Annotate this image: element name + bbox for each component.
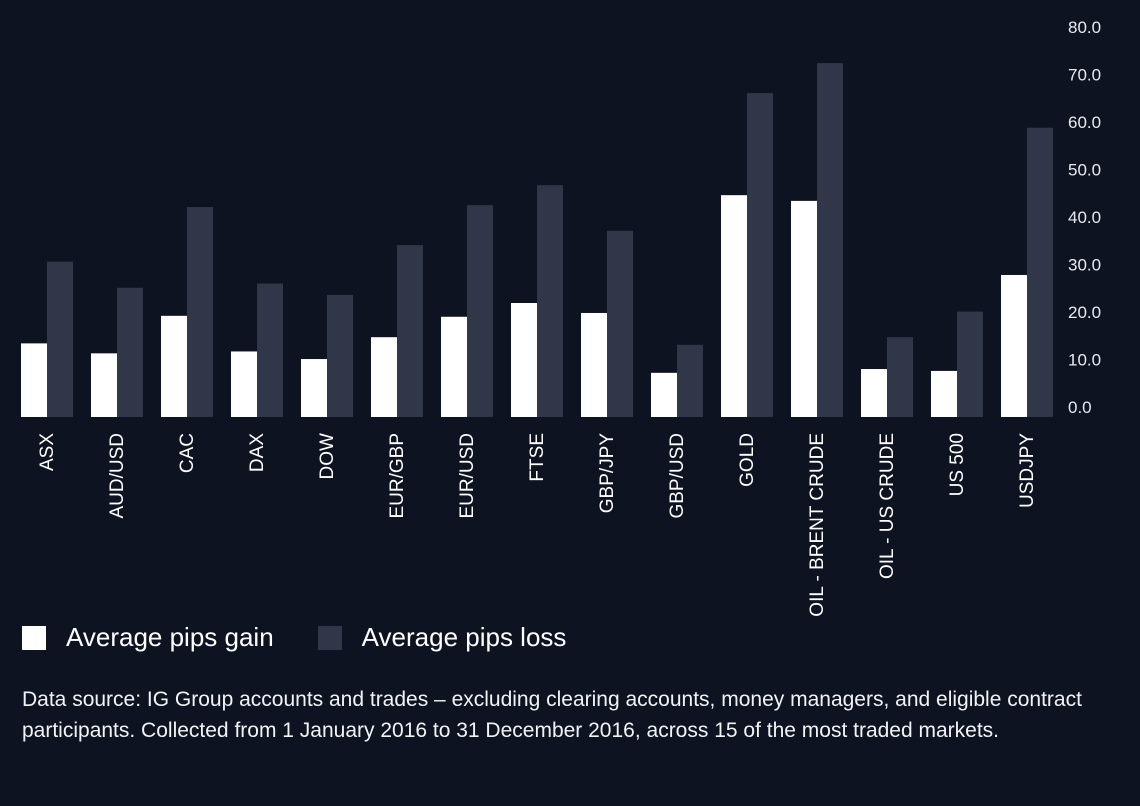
y-tick-label: 20.0 <box>1068 303 1101 322</box>
bar-loss-gbp-jpy <box>607 230 633 417</box>
bar-loss-aud-usd <box>117 287 143 417</box>
x-tick-label: CAC <box>177 433 198 473</box>
bar-chart: 0.0 10.0 20.0 30.0 40.0 50.0 60.0 70.0 80.0 ASX AU… <box>21 18 1101 617</box>
bar-loss-usdjpy <box>1027 127 1053 417</box>
bar-loss-us-500 <box>957 311 983 417</box>
x-tick-label: AUD/USD <box>107 433 128 519</box>
bar-gain-ftse <box>511 303 537 417</box>
y-tick-label: 30.0 <box>1068 256 1101 275</box>
bar-gain-gold <box>721 195 747 417</box>
bar-loss-asx <box>47 261 73 417</box>
legend: Average pips gain Average pips loss <box>22 622 610 653</box>
x-tick-label: EUR/USD <box>457 433 478 519</box>
x-tick-label: USDJPY <box>1017 433 1038 508</box>
x-tick-label: EUR/GBP <box>387 433 408 519</box>
x-tick-label: FTSE <box>527 433 548 482</box>
bar-loss-oil-brent-crude <box>817 63 843 417</box>
x-tick-label: GBP/JPY <box>597 433 618 514</box>
bar-loss-cac <box>187 207 213 417</box>
bar-gain-gbp-jpy <box>581 312 607 417</box>
bar-gain-eur-gbp <box>371 337 397 417</box>
bar-gain-gbp-usd <box>651 372 677 417</box>
bar-loss-gold <box>747 93 773 418</box>
bar-loss-oil-us-crude <box>887 337 913 417</box>
bar-loss-eur-gbp <box>397 245 423 417</box>
bar-gain-usdjpy <box>1001 274 1027 417</box>
bar-loss-gbp-usd <box>677 344 703 417</box>
bar-gain-cac <box>161 315 187 417</box>
bar-gain-dow <box>301 359 327 417</box>
x-tick-label: GOLD <box>737 433 758 487</box>
bar-loss-ftse <box>537 185 563 417</box>
bar-loss-dax <box>257 283 283 417</box>
y-tick-label: 80.0 <box>1068 18 1101 37</box>
bar-gain-oil-us-crude <box>861 369 887 417</box>
legend-swatch-loss <box>317 625 342 650</box>
legend-swatch-gain <box>22 625 46 650</box>
y-tick-label: 0.0 <box>1068 398 1092 417</box>
y-tick-label: 70.0 <box>1068 66 1101 85</box>
bar-gain-us-500 <box>931 370 957 417</box>
bar-gain-eur-usd <box>441 316 467 417</box>
y-tick-label: 10.0 <box>1068 351 1101 370</box>
legend-label-loss: Average pips loss <box>361 622 567 652</box>
bar-gain-asx <box>21 343 47 417</box>
x-tick-label: OIL - US CRUDE <box>877 433 898 579</box>
x-tick-label: ASX <box>37 433 58 471</box>
y-tick-label: 40.0 <box>1068 208 1101 227</box>
bar-loss-dow <box>327 294 353 417</box>
y-tick-label: 50.0 <box>1068 161 1101 180</box>
x-tick-label: US 500 <box>947 433 968 496</box>
x-tick-label: DAX <box>247 433 268 472</box>
legend-item-gain: Average pips gain <box>22 622 274 653</box>
bar-gain-oil-brent-crude <box>791 200 817 417</box>
x-tick-label: OIL - BRENT CRUDE <box>807 433 828 617</box>
legend-label-gain: Average pips gain <box>66 622 274 652</box>
x-tick-label: GBP/USD <box>667 433 688 519</box>
bar-gain-dax <box>231 351 257 417</box>
bar-loss-eur-usd <box>467 205 493 417</box>
x-tick-label: DOW <box>317 433 338 480</box>
y-tick-label: 60.0 <box>1068 113 1101 132</box>
bar-gain-aud-usd <box>91 353 117 417</box>
legend-item-loss: Average pips loss <box>317 622 567 653</box>
data-source-note: Data source: IG Group accounts and trade… <box>22 688 1082 742</box>
